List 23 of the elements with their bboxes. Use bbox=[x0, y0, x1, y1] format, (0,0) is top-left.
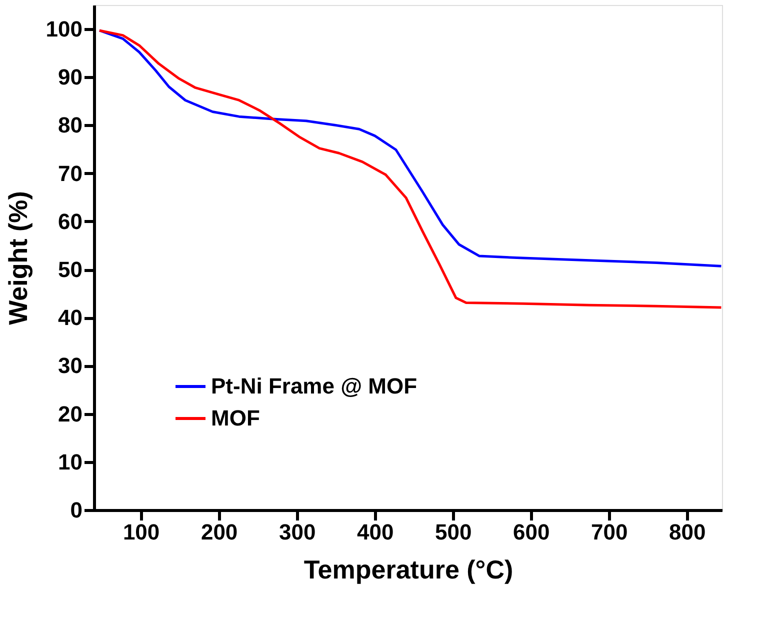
y-tick-label: 40 bbox=[58, 305, 82, 330]
y-tick-label: 60 bbox=[58, 208, 82, 234]
y-tick-label: 80 bbox=[58, 112, 82, 138]
x-tick-label: 200 bbox=[200, 520, 238, 544]
y-tick-label: 70 bbox=[58, 160, 82, 186]
y-tick-label: 50 bbox=[58, 257, 82, 282]
x-axis-title: Temperature (°C) bbox=[304, 554, 514, 584]
x-tick-label: 700 bbox=[591, 520, 628, 544]
y-tick-label: 10 bbox=[58, 449, 82, 474]
y-axis-title: Weight (%) bbox=[2, 191, 33, 325]
legend-label: Pt-Ni Frame @ MOF bbox=[211, 374, 418, 398]
x-tick-label: 800 bbox=[669, 520, 706, 544]
x-tick-label: 400 bbox=[356, 520, 394, 544]
x-tick-label: 300 bbox=[278, 520, 316, 544]
y-tick-label: 30 bbox=[58, 353, 82, 378]
x-tick-label: 600 bbox=[513, 520, 550, 544]
x-tick-label: 500 bbox=[435, 520, 472, 544]
legend-label: MOF bbox=[211, 406, 260, 430]
y-tick-label: 90 bbox=[58, 64, 82, 90]
y-tick-label: 100 bbox=[46, 16, 82, 42]
y-tick-label: 0 bbox=[70, 498, 82, 522]
y-tick-label: 20 bbox=[58, 401, 82, 426]
x-tick-label: 100 bbox=[122, 520, 160, 544]
